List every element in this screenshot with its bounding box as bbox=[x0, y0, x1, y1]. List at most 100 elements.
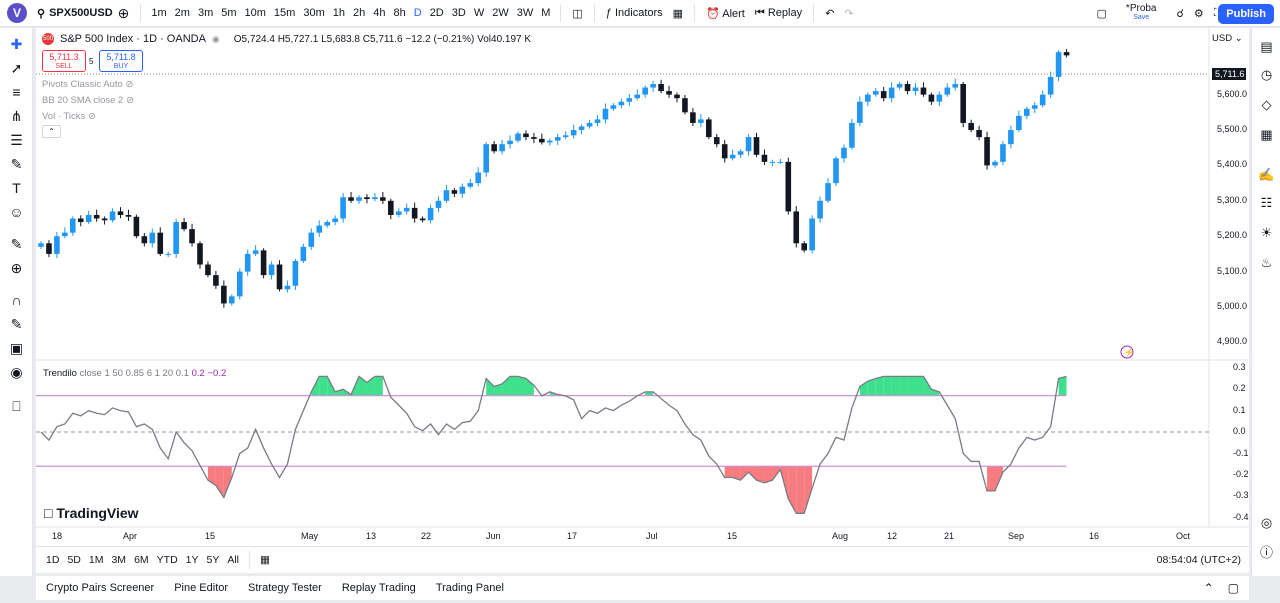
interval-3D[interactable]: 3D bbox=[451, 7, 466, 19]
watchlist-icon[interactable]: ▤ bbox=[1260, 39, 1273, 54]
user-avatar[interactable]: V bbox=[7, 3, 27, 23]
magnet-icon[interactable]: ∩ bbox=[11, 292, 22, 308]
fib-retracement-icon[interactable]: ☰ bbox=[10, 132, 23, 148]
currency-select[interactable]: USD ⌄ bbox=[1212, 33, 1243, 44]
range-1d[interactable]: 1D bbox=[46, 554, 60, 566]
indicator-pivots[interactable]: Pivots Classic Auto ⊘ bbox=[42, 79, 133, 90]
alerts-clock-icon[interactable]: ◷ bbox=[1260, 67, 1273, 82]
legend-title[interactable]: S&P 500 Index · 1D · OANDA bbox=[60, 33, 206, 45]
quick-search-icon[interactable]: ☌ bbox=[1176, 7, 1184, 20]
indicator-bb[interactable]: BB 20 SMA close 2 ⊘ bbox=[42, 95, 134, 106]
ruler-icon[interactable]: ✎ bbox=[10, 236, 23, 252]
interval-2h[interactable]: 2h bbox=[352, 7, 366, 19]
range-6m[interactable]: 6M bbox=[134, 554, 149, 566]
interval-1h[interactable]: 1h bbox=[332, 7, 345, 19]
lightning-event-icon[interactable] bbox=[1120, 345, 1134, 359]
legend-eye-icon[interactable]: ◉ bbox=[211, 33, 220, 44]
sell-button[interactable]: 5,711.3 SELL bbox=[42, 50, 86, 72]
text-tool-icon[interactable]: T bbox=[12, 180, 21, 196]
brush-icon[interactable]: ✎ bbox=[10, 156, 23, 172]
interval-1m[interactable]: 1m bbox=[151, 7, 167, 19]
collapse-panel-icon[interactable]: ⌃ bbox=[1203, 581, 1214, 595]
compare-plus-icon[interactable]: ⊕ bbox=[117, 4, 130, 21]
templates-icon[interactable]: ▦ bbox=[672, 7, 684, 20]
interval-15m[interactable]: 15m bbox=[273, 7, 296, 19]
interval-5m[interactable]: 5m bbox=[221, 7, 237, 19]
help-icon[interactable]: ⓘ bbox=[1259, 545, 1273, 560]
interval-8h[interactable]: 8h bbox=[393, 7, 406, 19]
eye-icon[interactable]: ◉ bbox=[10, 364, 23, 380]
replay-button[interactable]: ⏮ Replay bbox=[755, 7, 802, 20]
redo-icon[interactable]: ↷ bbox=[844, 7, 854, 20]
osc-fill-up bbox=[907, 376, 916, 396]
candle-body bbox=[713, 137, 720, 145]
symbol-search[interactable]: ⚲ SPX500USD bbox=[37, 7, 113, 20]
interval-3W[interactable]: 3W bbox=[516, 7, 534, 19]
chart-pane[interactable]: ⚡ 5,600.0 5,500.0 5,400.0 5,300.0 5,200.0 5,1… bbox=[36, 28, 1249, 546]
range-all[interactable]: All bbox=[227, 554, 240, 566]
interval-4h[interactable]: 4h bbox=[373, 7, 386, 19]
layout-name[interactable]: *Proba Save bbox=[1126, 4, 1157, 22]
range-1y[interactable]: 1Y bbox=[185, 554, 199, 566]
ideas-icon[interactable]: ☷ bbox=[1260, 195, 1273, 210]
trash-icon[interactable]: ⎕ bbox=[12, 398, 21, 414]
hotlist-icon[interactable]: ▦ bbox=[1260, 127, 1273, 142]
interval-W[interactable]: W bbox=[473, 7, 485, 19]
lock-icon[interactable]: ▣ bbox=[9, 340, 24, 356]
tab-2[interactable]: Strategy Tester bbox=[248, 582, 322, 594]
hidden-eye-icon[interactable]: ⊘ bbox=[125, 95, 134, 106]
lock-drawings-icon[interactable]: ✎ bbox=[10, 316, 23, 332]
trendilo-legend[interactable]: Trendilo close 1 50 0.85 6 1 20 0.1 0.2 … bbox=[43, 368, 226, 379]
interval-10m[interactable]: 10m bbox=[244, 7, 266, 19]
time-tick: 15 bbox=[205, 531, 216, 541]
interval-3m[interactable]: 3m bbox=[197, 7, 214, 19]
tradingview-logo[interactable]: □ TradingView bbox=[44, 505, 139, 521]
target-icon[interactable]: ◎ bbox=[1260, 515, 1273, 530]
tab-0[interactable]: Crypto Pairs Screener bbox=[46, 582, 155, 594]
interval-2W[interactable]: 2W bbox=[492, 7, 509, 19]
lightbulb-icon[interactable]: ☀ bbox=[1260, 225, 1273, 240]
layers-icon[interactable]: ◇ bbox=[1261, 97, 1272, 112]
candle-body bbox=[618, 101, 625, 106]
range-1m[interactable]: 1M bbox=[88, 554, 104, 566]
emoji-icon[interactable]: ☺ bbox=[9, 204, 24, 220]
clock-label[interactable]: 08:54:04 (UTC+2) bbox=[1156, 554, 1241, 566]
buy-button[interactable]: 5,711.8 BUY bbox=[99, 50, 143, 72]
hidden-eye-icon[interactable]: ⊘ bbox=[125, 79, 134, 90]
indicator-vol[interactable]: Vol · Ticks ⊘ bbox=[42, 111, 96, 122]
layout-select-icon[interactable]: ▢ bbox=[1096, 7, 1107, 20]
trendline-icon[interactable]: ➚ bbox=[10, 60, 23, 76]
interval-D[interactable]: D bbox=[413, 7, 422, 19]
chart-canvas[interactable]: ⚡ bbox=[36, 28, 1249, 546]
hidden-eye-icon[interactable]: ⊘ bbox=[87, 111, 96, 122]
maximize-panel-icon[interactable]: ▢ bbox=[1227, 581, 1239, 595]
pitchfork-icon[interactable]: ⋔ bbox=[10, 108, 23, 124]
indicators-button[interactable]: ƒ Indicators bbox=[606, 7, 663, 19]
collapse-legend-button[interactable]: ⌃ bbox=[42, 125, 61, 138]
fullscreen-icon[interactable]: ⛶ bbox=[1214, 7, 1222, 20]
horizontal-lines-icon[interactable]: ≡ bbox=[12, 84, 21, 100]
range-5d[interactable]: 5D bbox=[67, 554, 81, 566]
tab-1[interactable]: Pine Editor bbox=[174, 582, 229, 594]
publish-button[interactable]: Publish bbox=[1218, 4, 1274, 24]
interval-2D[interactable]: 2D bbox=[429, 7, 444, 19]
range-ytd[interactable]: YTD bbox=[156, 554, 178, 566]
undo-icon[interactable]: ↶ bbox=[825, 7, 835, 20]
tab-4[interactable]: Trading Panel bbox=[435, 582, 504, 594]
interval-M[interactable]: M bbox=[541, 7, 551, 19]
interval-30m[interactable]: 30m bbox=[303, 7, 325, 19]
range-3m[interactable]: 3M bbox=[111, 554, 127, 566]
alert-button[interactable]: ⏰ Alert bbox=[706, 7, 745, 20]
notifications-bell-icon[interactable]: ♨ bbox=[1260, 255, 1273, 270]
chat-icon[interactable]: ✍ bbox=[1258, 167, 1275, 182]
interval-2m[interactable]: 2m bbox=[174, 7, 190, 19]
settings-gear-icon[interactable]: ⚙ bbox=[1193, 7, 1204, 20]
crosshair-icon[interactable]: ✚ bbox=[10, 36, 23, 52]
zoom-in-icon[interactable]: ⊕ bbox=[10, 260, 23, 276]
range-5y[interactable]: 5Y bbox=[206, 554, 220, 566]
osc-tick: -0.2 bbox=[1233, 469, 1249, 479]
osc-fill-up bbox=[502, 376, 511, 396]
candle-style-icon[interactable]: ◫ bbox=[572, 7, 583, 20]
date-range-icon[interactable]: ▦ bbox=[260, 554, 270, 566]
tab-3[interactable]: Replay Trading bbox=[341, 582, 416, 594]
